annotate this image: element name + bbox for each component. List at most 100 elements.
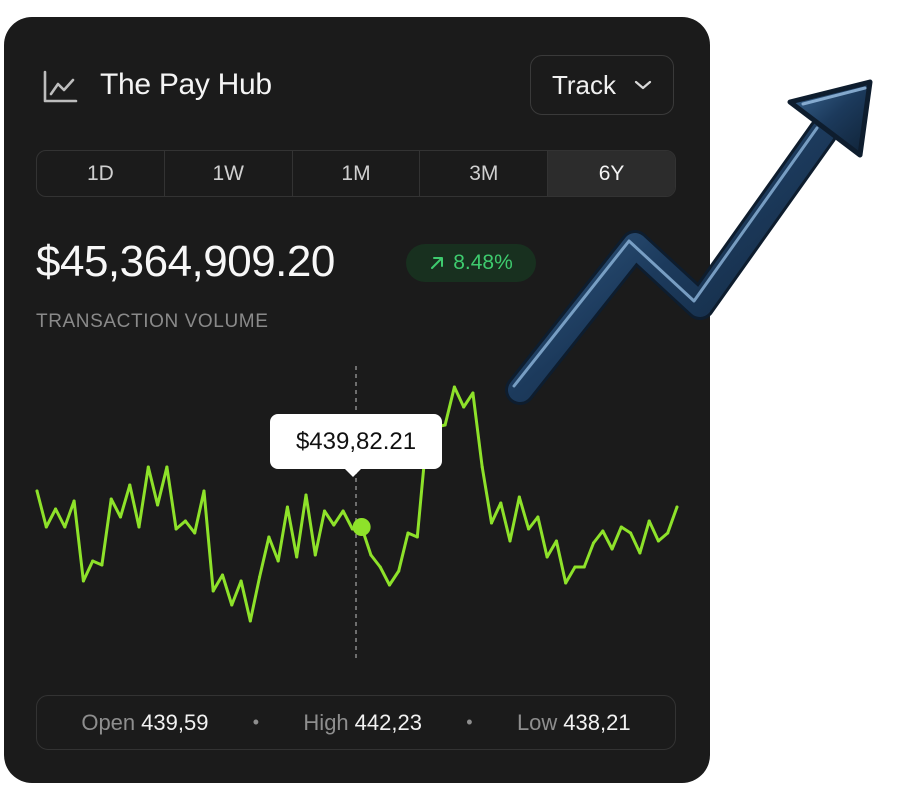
- data-point: [72, 499, 76, 503]
- time-range-tabs: 1D 1W 1M 3M 6Y: [36, 150, 676, 197]
- data-point: [91, 559, 95, 563]
- total-amount: $45,364,909.20: [36, 237, 335, 286]
- change-value: 8.48%: [453, 251, 513, 274]
- stat-label: Low: [516, 709, 558, 735]
- data-point: [517, 495, 521, 499]
- data-point: [230, 603, 234, 607]
- data-point: [638, 551, 642, 555]
- data-point: [81, 579, 85, 583]
- data-point: [258, 575, 262, 579]
- tab-6y[interactable]: 6Y: [547, 151, 675, 196]
- data-point: [137, 525, 141, 529]
- stat-high: High 442,23: [303, 710, 422, 736]
- data-point: [211, 589, 215, 593]
- data-point: [100, 563, 104, 567]
- app-title: The Pay Hub: [100, 68, 272, 101]
- data-point: [156, 503, 160, 507]
- data-point: [564, 581, 568, 585]
- data-point: [573, 565, 577, 569]
- data-point: [221, 573, 225, 577]
- data-point: [675, 505, 679, 509]
- chart-card: [4, 17, 710, 783]
- data-point: [44, 525, 48, 529]
- tab-1d[interactable]: 1D: [86, 161, 114, 185]
- data-point: [443, 423, 447, 427]
- stat-label: Open: [81, 709, 136, 735]
- data-point: [146, 465, 150, 469]
- change-badge: 8.48%: [406, 244, 536, 282]
- data-point: [63, 525, 67, 529]
- data-point: [619, 525, 623, 529]
- data-point: [295, 555, 299, 559]
- track-label: Track: [551, 69, 617, 100]
- data-point: [387, 583, 391, 587]
- data-point: [397, 569, 401, 573]
- data-point: [165, 465, 169, 469]
- highlight-point[interactable]: [352, 518, 371, 536]
- data-point: [128, 483, 132, 487]
- data-point: [489, 521, 493, 525]
- value-tooltip: $439,82.21: [270, 414, 442, 469]
- stat-value: 442,23: [354, 709, 422, 735]
- data-point: [629, 531, 633, 535]
- tooltip-value: $439,82.21: [295, 427, 417, 455]
- separator-dot: •: [252, 712, 260, 732]
- data-point: [248, 619, 252, 623]
- data-point: [452, 385, 456, 389]
- data-point: [647, 519, 651, 523]
- data-point: [582, 565, 586, 569]
- data-point: [341, 509, 345, 513]
- tab-1w[interactable]: 1W: [163, 151, 292, 196]
- data-point: [369, 553, 373, 557]
- data-point: [536, 515, 540, 519]
- data-point: [54, 507, 58, 511]
- tab-3m[interactable]: 3M: [419, 151, 547, 196]
- data-point: [508, 539, 512, 543]
- separator-dot: •: [466, 712, 473, 732]
- stats-bar: Open 439,59 • High 442,23 • Low 438,21: [36, 695, 676, 750]
- data-point: [462, 405, 466, 409]
- data-point: [109, 497, 113, 501]
- data-point: [313, 553, 317, 557]
- data-point: [592, 541, 596, 545]
- tab-1m[interactable]: 1M: [291, 151, 420, 196]
- data-point: [406, 531, 410, 535]
- chevron-down-icon: [634, 80, 652, 90]
- data-point: [554, 539, 558, 543]
- data-point: [267, 535, 271, 539]
- data-point: [193, 531, 197, 535]
- data-point: [471, 391, 475, 395]
- stat-open: Open 439,59: [81, 710, 208, 736]
- data-point: [202, 489, 206, 493]
- data-point: [118, 515, 122, 519]
- data-point: [276, 559, 280, 563]
- data-point: [527, 527, 531, 531]
- data-point: [545, 555, 549, 559]
- data-point: [415, 535, 419, 539]
- data-point: [285, 505, 289, 509]
- data-point: [332, 523, 336, 527]
- data-point: [378, 565, 382, 569]
- line-chart-icon: [43, 70, 78, 103]
- metric-label: TRANSACTION VOLUME: [36, 311, 269, 332]
- data-point: [601, 529, 605, 533]
- stat-low: Low 438,21: [517, 710, 631, 736]
- track-dropdown[interactable]: Track: [530, 55, 674, 115]
- trend-up-arrow-icon: [505, 79, 873, 405]
- data-point: [183, 519, 187, 523]
- data-point: [323, 509, 327, 513]
- data-point: [35, 489, 39, 493]
- data-point: [499, 501, 503, 505]
- data-point: [174, 527, 178, 531]
- tooltip-pointer: [343, 467, 363, 477]
- arrow-up-right-icon: [431, 257, 444, 269]
- data-point: [656, 539, 660, 543]
- data-point: [480, 465, 484, 469]
- data-point: [304, 493, 308, 497]
- data-point: [239, 579, 243, 583]
- stat-value: 439,59: [141, 709, 209, 735]
- stat-value: 438,21: [563, 709, 631, 735]
- data-point: [610, 547, 614, 551]
- stat-label: High: [303, 709, 349, 735]
- data-point: [666, 531, 670, 535]
